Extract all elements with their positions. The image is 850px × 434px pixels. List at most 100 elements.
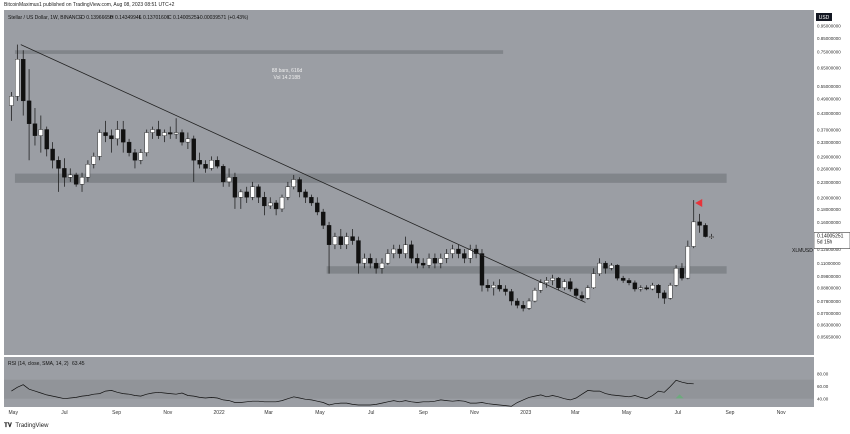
candle: [185, 132, 191, 150]
candle-body: [562, 281, 567, 288]
rsi-tick-label: 80.00: [817, 371, 829, 376]
candle-body: [538, 282, 543, 291]
chart-area[interactable]: May Jul Sep Nov 2022 Mar May Jul Sep Nov 2023 Mar Ma…: [4, 10, 814, 418]
x-tick-label: Jul: [675, 410, 681, 416]
candle-body: [432, 258, 438, 264]
x-tick-label: Jul: [368, 410, 374, 416]
candle: [585, 285, 591, 300]
candle: [691, 200, 696, 249]
candle-body: [309, 197, 314, 204]
y-tick-label: 0.18000000: [817, 207, 841, 212]
candle-body: [368, 258, 373, 264]
candle: [579, 291, 585, 302]
candle-body: [185, 138, 191, 143]
price-axis[interactable]: USD 0.95000000 0.85000000 0.75000000 0.6500…: [813, 10, 850, 418]
footer: 𝐓𝐕 TradingView: [4, 423, 48, 430]
candle: [79, 172, 85, 192]
x-tick-label: May: [622, 410, 632, 416]
y-tick-label: 0.95000000: [817, 24, 841, 29]
candle-body: [315, 202, 320, 213]
candle-body: [709, 236, 714, 238]
sell-signal-marker: [695, 198, 703, 207]
candle-body: [373, 262, 379, 269]
candle: [597, 258, 602, 276]
candle: [391, 244, 396, 259]
y-tick-label: 0.75000000: [817, 50, 841, 55]
descending-trendline[interactable]: [20, 44, 586, 303]
candle-body: [15, 59, 20, 97]
candle-body: [73, 174, 79, 185]
symbol-line: Stellar / US Dollar, 1W, BINANCE: [8, 15, 83, 21]
candle: [115, 120, 120, 146]
y-tick-label: 0.23000000: [817, 180, 841, 185]
y-tick-label: 0.55000000: [817, 84, 841, 89]
candle-body: [326, 225, 332, 245]
candle-body: [215, 160, 220, 167]
candle-body: [644, 287, 649, 290]
candle: [73, 172, 79, 187]
candle-body: [615, 264, 620, 279]
x-tick-label: Sep: [726, 410, 735, 416]
candle: [491, 281, 496, 296]
candle-body: [667, 285, 673, 299]
candle: [485, 279, 491, 292]
candle-body: [591, 273, 596, 288]
candle-body: [85, 164, 91, 178]
rsi-legend: RSI (14, close, SMA, 14, 2): [8, 361, 69, 367]
candle-body: [209, 160, 214, 169]
candle: [468, 244, 473, 264]
candle: [568, 278, 573, 292]
candle: [356, 236, 361, 274]
candle-body: [656, 285, 661, 294]
rsi-axis-labels: 80.00 60.00 40.00: [817, 371, 829, 401]
candle: [303, 189, 308, 203]
y-tick-label: 0.29000000: [817, 154, 841, 159]
rsi-layer: [4, 379, 814, 407]
candle: [432, 253, 438, 269]
candle: [168, 126, 173, 139]
candle: [320, 208, 326, 229]
candle-body: [515, 300, 520, 306]
candle-body: [573, 288, 579, 296]
candles-layer: [9, 44, 714, 312]
candle: [244, 186, 249, 203]
candle-body: [238, 191, 244, 198]
candle: [32, 107, 38, 146]
time-axis[interactable]: [4, 407, 814, 418]
candle: [615, 264, 620, 281]
candle-body: [97, 132, 102, 157]
candle-body: [485, 285, 491, 288]
candle: [26, 69, 32, 161]
candle-body: [691, 221, 696, 247]
y-tick-label: 0.05650000: [817, 335, 841, 340]
x-tick-label: Mar: [264, 410, 273, 416]
candle: [85, 160, 91, 182]
candle: [603, 261, 608, 274]
candle-body: [403, 244, 408, 254]
candle: [150, 126, 155, 139]
x-tick-label: Nov: [163, 410, 172, 416]
candle-body: [673, 268, 679, 286]
ohlc-change: +0.00039571 (+0.43%): [197, 15, 248, 21]
candle-body: [350, 236, 355, 241]
candle: [132, 149, 138, 169]
candle: [144, 129, 149, 157]
price-tag-symbol: XLMUSD: [792, 248, 813, 254]
candle: [38, 115, 44, 153]
candle: [509, 288, 514, 306]
candle: [556, 277, 561, 291]
currency-button[interactable]: [816, 13, 832, 21]
candle: [515, 298, 520, 309]
candle: [291, 174, 296, 190]
candle-body: [250, 186, 255, 198]
candle: [56, 156, 61, 192]
y-tick-label: 0.43000000: [817, 111, 841, 116]
x-tick-label: May: [315, 410, 325, 416]
candle-body: [526, 300, 532, 309]
candle: [103, 120, 108, 143]
bar-countdown: 5d 15h: [817, 240, 833, 246]
y-tick-label: 0.49000000: [817, 97, 841, 102]
candle-body: [603, 262, 608, 269]
candle-body: [356, 240, 361, 264]
candle: [685, 240, 691, 280]
